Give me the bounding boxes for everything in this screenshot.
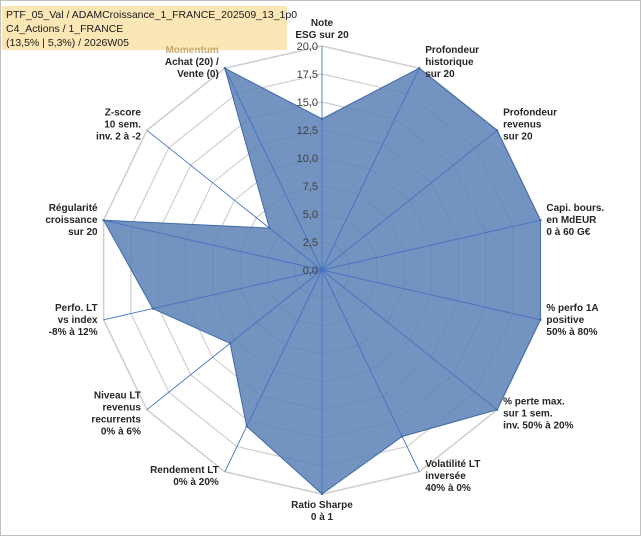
spoke-9 xyxy=(146,269,323,411)
axis-label-1-line-0: Profondeur xyxy=(425,45,479,56)
axis-label-11-line-0: Régularité xyxy=(49,203,98,214)
data-point-8 xyxy=(245,425,248,428)
axis-label-2-line-1: revenus xyxy=(503,119,542,130)
tick-label-5: 12,5 xyxy=(297,125,318,137)
axis-label-9-line-1: revenus xyxy=(103,403,142,414)
axis-label-2-line-2: sur 20 xyxy=(503,131,533,142)
axis-label-10-line-2: -8% à 12% xyxy=(49,327,98,338)
axis-label-4-line-0: % perfo 1A xyxy=(546,303,598,314)
spoke-11 xyxy=(103,219,323,271)
axis-label-6-line-2: 40% à 0% xyxy=(425,483,471,494)
axis-label-8-line-1: 0% à 20% xyxy=(173,477,219,488)
axis-label-5-line-0: % perte max. xyxy=(503,397,565,408)
axis-label-1-line-1: historique xyxy=(425,57,474,68)
axis-label-3-line-2: 0 à 60 G€ xyxy=(546,227,590,238)
axis-label-4-line-1: positive xyxy=(546,315,584,326)
data-point-3 xyxy=(539,219,542,222)
axis-label-10-line-1: vs index xyxy=(58,315,98,326)
axis-label-9-line-3: 0% à 6% xyxy=(101,427,141,438)
axis-label-6-line-0: Volatilité LT xyxy=(425,459,480,470)
data-point-10 xyxy=(151,307,154,310)
data-point-4 xyxy=(539,318,542,321)
tick-label-8: 20,0 xyxy=(297,41,318,53)
axis-label-11-line-1: croissance xyxy=(45,215,98,226)
data-point-13 xyxy=(223,67,226,70)
axis-label-6-line-1: inversée xyxy=(425,471,466,482)
chart-title-box: PTF_05_Val / ADAMCroissance_1_FRANCE_202… xyxy=(2,6,298,50)
axis-label-12-line-0: Z-score xyxy=(105,107,142,118)
tick-label-3: 7,5 xyxy=(303,181,318,193)
axis-label-5: % perte max.sur 1 sem.inv. 50% à 20% xyxy=(503,397,574,432)
tick-label-6: 15,0 xyxy=(297,97,318,109)
data-point-5 xyxy=(495,408,499,411)
spoke-2 xyxy=(321,129,498,271)
axis-label-4-line-2: 50% à 80% xyxy=(546,327,597,338)
axis-label-0-line-1: ESG sur 20 xyxy=(295,30,349,41)
title-line-2: C4_Actions / 1_FRANCE xyxy=(6,23,124,35)
axis-label-13-line-0: Momentum xyxy=(165,45,218,56)
spoke-13 xyxy=(224,68,323,271)
tick-label-1: 2,5 xyxy=(303,237,318,249)
axis-label-3-line-0: Capi. bours. xyxy=(546,203,604,214)
data-point-2 xyxy=(495,129,499,132)
axis-label-3-line-1: en MdEUR xyxy=(546,215,597,226)
axis-label-9-line-0: Niveau LT xyxy=(94,391,141,402)
axis-label-10-line-0: Perfo. LT xyxy=(55,303,98,314)
spoke-3 xyxy=(321,219,541,271)
data-point-7 xyxy=(320,492,324,496)
axis-label-5-line-1: sur 1 sem. xyxy=(503,409,553,420)
axis-label-8-line-0: Rendement LT xyxy=(150,465,219,476)
tick-label-2: 5,0 xyxy=(303,209,318,221)
data-point-1 xyxy=(418,67,421,70)
data-point-0 xyxy=(320,117,324,121)
title-line-1: PTF_05_Val / ADAMCroissance_1_FRANCE_202… xyxy=(6,9,298,21)
axis-label-5-line-2: inv. 50% à 20% xyxy=(503,421,574,432)
axis-label-9-line-2: recurrents xyxy=(91,415,141,426)
axis-label-7-line-1: 0 à 1 xyxy=(311,512,334,523)
axis-label-2-line-0: Profondeur xyxy=(503,107,557,118)
axis-label-12-line-1: 10 sem. xyxy=(104,119,141,130)
spoke-5 xyxy=(321,269,498,411)
spoke-6 xyxy=(321,269,420,472)
axis-label-12-line-2: inv. 2 à -2 xyxy=(96,131,141,142)
axis-label-13-line-1: Achat (20) / xyxy=(165,57,219,68)
spoke-10 xyxy=(103,269,323,321)
title-line-3: (13,5% | 5,3%) / 2026W05 xyxy=(6,37,129,49)
axis-label-1-line-2: sur 20 xyxy=(425,69,455,80)
spoke-12 xyxy=(146,129,323,271)
spoke-4 xyxy=(321,269,541,321)
axis-label-0-line-0: Note xyxy=(311,18,334,29)
data-point-9 xyxy=(228,342,232,345)
data-point-12 xyxy=(268,226,271,230)
axis-label-7-line-0: Ratio Sharpe xyxy=(291,500,353,511)
tick-label-4: 10,0 xyxy=(297,153,318,165)
spoke-8 xyxy=(224,269,323,472)
tick-label-0: 0,0 xyxy=(303,265,318,277)
axis-label-8: Rendement LT0% à 20% xyxy=(150,465,219,488)
axis-label-11-line-2: sur 20 xyxy=(68,227,98,238)
spoke-1 xyxy=(321,68,420,271)
data-point-6 xyxy=(401,435,404,438)
axis-label-13-line-2: Vente (0) xyxy=(177,69,219,80)
data-point-11 xyxy=(102,219,105,222)
tick-label-7: 17,5 xyxy=(297,69,318,81)
